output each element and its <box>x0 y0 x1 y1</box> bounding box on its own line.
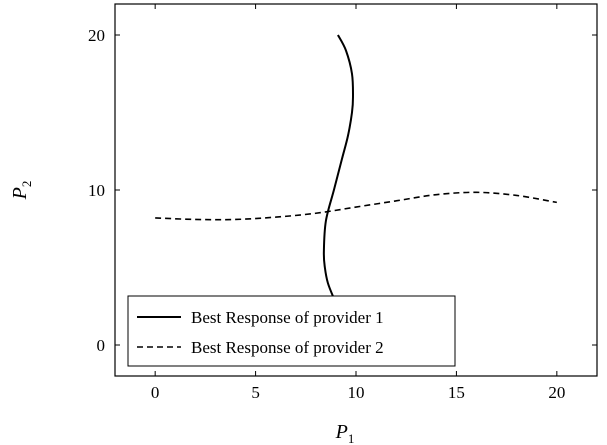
y-axis-label: P2 <box>9 181 34 201</box>
series-line-2 <box>155 191 557 221</box>
series-line-1 <box>322 34 354 299</box>
tick-labels: 0 5 10 15 20 0 10 20 <box>88 26 565 402</box>
legend-label-series-2: Best Response of provider 2 <box>191 338 384 357</box>
tick-marks <box>115 4 597 376</box>
y-tick-label-20: 20 <box>88 26 105 45</box>
y-tick-label-10: 10 <box>88 181 105 200</box>
legend-box <box>127 295 456 367</box>
x-tick-label-5: 5 <box>251 383 260 402</box>
legend-label-series-1: Best Response of provider 1 <box>191 308 384 327</box>
x-tick-label-20: 20 <box>548 383 565 402</box>
x-tick-label-15: 15 <box>448 383 465 402</box>
x-tick-label-0: 0 <box>151 383 160 402</box>
y-tick-label-0: 0 <box>97 336 106 355</box>
x-tick-label-10: 10 <box>348 383 365 402</box>
svg-text:P1: P1 <box>335 421 355 445</box>
x-axis-label: P1 <box>335 421 355 445</box>
svg-text:P2: P2 <box>9 181 34 201</box>
series-layer <box>155 34 557 299</box>
legend: Best Response of provider 1 Best Respons… <box>127 295 456 367</box>
